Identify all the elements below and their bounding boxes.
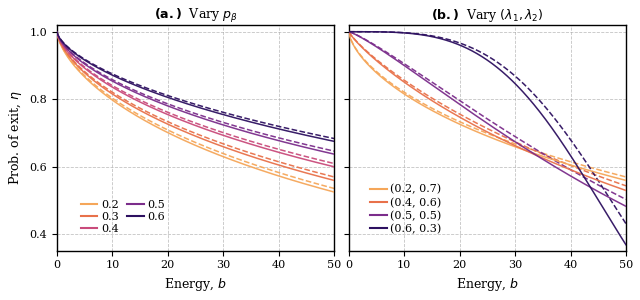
X-axis label: Energy, $b$: Energy, $b$ (164, 276, 227, 293)
Title: $\mathbf{(a.)}$  Vary $p_{\beta}$: $\mathbf{(a.)}$ Vary $p_{\beta}$ (154, 7, 237, 25)
Y-axis label: Prob. of exit, $\eta$: Prob. of exit, $\eta$ (7, 90, 24, 185)
X-axis label: Energy, $b$: Energy, $b$ (456, 276, 519, 293)
Legend: 0.2, 0.3, 0.4, 0.5, 0.6: 0.2, 0.3, 0.4, 0.5, 0.6 (76, 195, 170, 238)
Title: $\mathbf{(b.)}$  Vary $(\lambda_1, \lambda_2)$: $\mathbf{(b.)}$ Vary $(\lambda_1, \lambd… (431, 8, 544, 24)
Legend: (0.2, 0.7), (0.4, 0.6), (0.5, 0.5), (0.6, 0.3): (0.2, 0.7), (0.4, 0.6), (0.5, 0.5), (0.6… (365, 180, 445, 238)
